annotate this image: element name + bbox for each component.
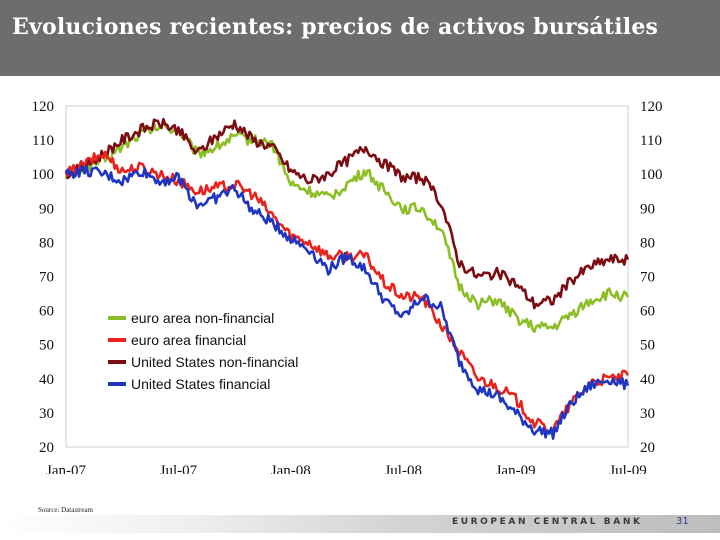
legend-label: United States non-financial	[131, 354, 298, 370]
y-tick-label-left: 70	[39, 270, 54, 286]
y-tick-label-right: 60	[640, 304, 655, 320]
y-tick-label-left: 60	[39, 304, 54, 320]
legend-label: euro area financial	[131, 332, 246, 348]
series-line	[64, 117, 630, 310]
y-tick-label-left: 120	[32, 99, 55, 115]
footer-bar	[0, 515, 720, 533]
y-tick-label-right: 70	[640, 270, 655, 286]
x-axis: Jan-07 Jul-07 Jan-08 Jul-08 Jan-09 Jul-09	[46, 463, 647, 474]
source-note: Source: Datastream	[38, 506, 94, 514]
line-chart: 120 110 100 90 80 70 60 50 40 30 20 120 110 100 90 80 7…	[32, 99, 663, 474]
x-tick-label: Jul-09	[609, 463, 647, 474]
y-tick-label-right: 100	[640, 167, 663, 183]
series-line	[64, 164, 630, 440]
y-tick-label-left: 100	[32, 167, 55, 183]
y-tick-label-left: 40	[39, 372, 54, 388]
page-number: 31	[676, 516, 689, 527]
legend: euro area non-financial euro area financi…	[108, 310, 298, 392]
x-tick-label: Jan-08	[271, 463, 311, 474]
slide-title: Evoluciones recientes: precios de activo…	[12, 14, 659, 40]
y-axis-right: 120 110 100 90 80 70 60 50 40 30 20	[640, 99, 663, 456]
y-tick-label-right: 40	[640, 372, 655, 388]
x-tick-label: Jul-08	[384, 463, 422, 474]
series-line	[64, 150, 630, 434]
y-tick-label-left: 50	[39, 338, 54, 354]
y-tick-label-left: 30	[39, 406, 54, 422]
x-tick-label: Jan-07	[46, 463, 86, 474]
y-tick-label-left: 110	[32, 133, 54, 149]
y-tick-label-left: 20	[39, 440, 54, 456]
y-tick-label-right: 50	[640, 338, 655, 354]
legend-label: United States financial	[131, 376, 270, 392]
y-tick-label-left: 90	[39, 201, 54, 217]
legend-label: euro area non-financial	[131, 310, 274, 326]
y-tick-label-right: 90	[640, 201, 655, 217]
bank-name: EUROPEAN CENTRAL BANK	[452, 517, 643, 527]
x-tick-label: Jan-09	[496, 463, 536, 474]
y-tick-label-left: 80	[39, 235, 54, 251]
series-lines	[64, 117, 630, 440]
y-axis-left: 120 110 100 90 80 70 60 50 40 30 20	[32, 99, 55, 456]
y-tick-label-right: 80	[640, 235, 655, 251]
x-tick-label: Jul-07	[160, 463, 198, 474]
y-tick-label-right: 110	[640, 133, 662, 149]
y-tick-label-right: 20	[640, 440, 655, 456]
title-bar: Evoluciones recientes: precios de activo…	[0, 0, 720, 76]
y-tick-label-right: 120	[640, 99, 663, 115]
plot-area	[65, 105, 629, 448]
y-tick-label-right: 30	[640, 406, 655, 422]
